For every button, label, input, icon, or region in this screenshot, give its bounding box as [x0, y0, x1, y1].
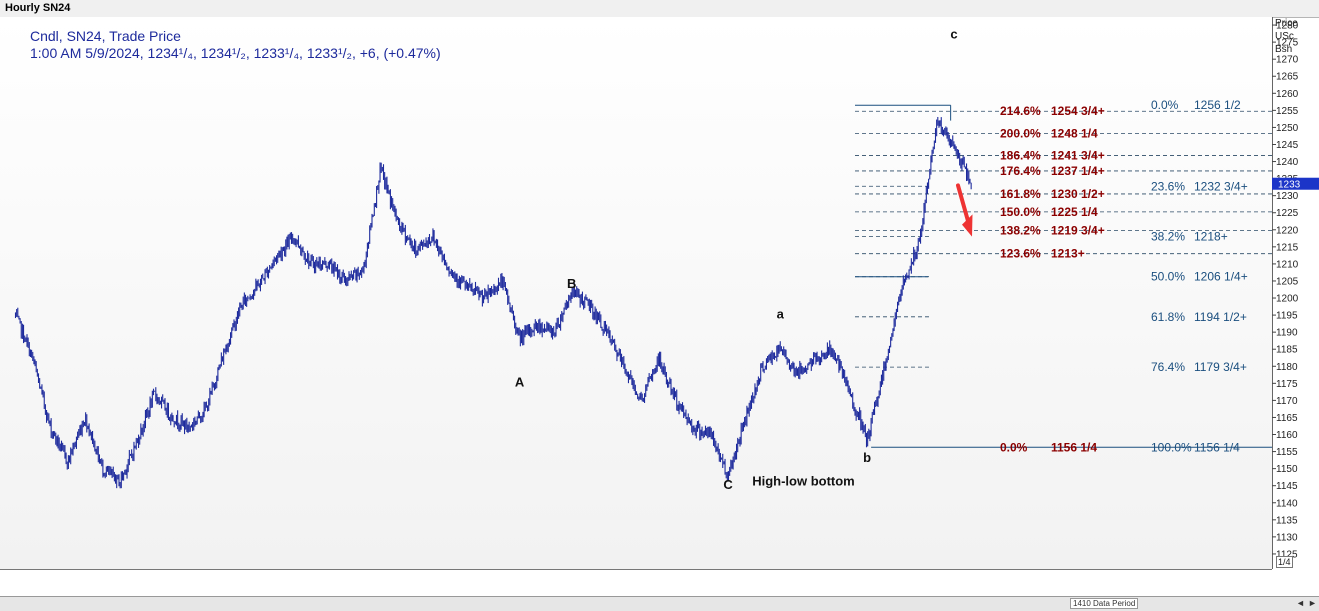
fib-retracement-pct: 0.0% — [1151, 98, 1179, 112]
data-period-box: 1410 Data Period — [1070, 598, 1139, 609]
price-tick-label: 1260 — [1276, 89, 1299, 100]
price-tick-label: 1270 — [1276, 55, 1299, 66]
price-tick-label: 1265 — [1276, 72, 1299, 83]
fib-extension-price: 1219 3/4+ — [1051, 224, 1105, 238]
chart-legend: Cndl, SN24, Trade Price 1:00 AM 5/9/2024… — [30, 28, 441, 62]
price-tick-label: 1150 — [1276, 464, 1298, 475]
fib-retracement-price: 1179 3/4+ — [1194, 360, 1247, 374]
fib-extension-price: 1230 1/2+ — [1051, 187, 1105, 201]
chart-plot-area[interactable] — [0, 17, 1273, 569]
fib-extension-pct: 123.6% — [1000, 247, 1041, 261]
fib-extension-pct: 200.0% — [1000, 126, 1041, 140]
price-tick-label: 1225 — [1276, 208, 1299, 219]
fib-extension-pct: 186.4% — [1000, 149, 1041, 163]
fib-retracement-price: 1232 3/4+ — [1194, 179, 1248, 193]
candles — [14, 116, 972, 489]
price-tick-label: 1175 — [1276, 379, 1298, 390]
price-tick-label: 1255 — [1276, 106, 1299, 117]
fib-retracement-pct: 76.4% — [1151, 360, 1185, 374]
price-tick-label: 1140 — [1276, 498, 1298, 509]
price-tick-label: 1250 — [1276, 123, 1299, 134]
price-tick-label: 1210 — [1276, 259, 1299, 270]
bottom-status-bar — [0, 596, 1319, 611]
price-axis-header: Price USc Bsh — [1275, 17, 1298, 56]
date-axis — [0, 569, 1272, 597]
fib-extension-pct: 161.8% — [1000, 187, 1041, 201]
scroll-left-icon[interactable]: ◄ — [1296, 598, 1305, 608]
price-tick-label: 1125 — [1276, 549, 1298, 560]
window-title: Hourly SN24 — [5, 2, 71, 14]
current-price-tag — [1272, 177, 1319, 190]
price-tick-label: 1145 — [1276, 481, 1298, 492]
price-tick-label: 1230 — [1276, 191, 1299, 202]
fib-extension-price: 1237 1/4+ — [1051, 164, 1105, 178]
wave-label: B — [567, 276, 576, 291]
fib-extension-pct: 214.6% — [1000, 104, 1041, 118]
price-tick-label: 1155 — [1276, 447, 1298, 458]
fib-retracement-price: 1256 1/2 — [1194, 98, 1241, 112]
annotation-high-low-bottom: High-low bottom — [752, 474, 855, 489]
current-price-label: 1233 — [1278, 180, 1301, 191]
price-tick-label: 1165 — [1276, 413, 1298, 424]
price-tick-label: 1205 — [1276, 276, 1299, 287]
fib-extension-price: 1225 1/4 — [1051, 205, 1098, 219]
fib-extension-price: 1254 3/4+ — [1051, 104, 1105, 118]
price-tick-label: 1220 — [1276, 225, 1299, 236]
price-tick-label: 1160 — [1276, 430, 1298, 441]
wave-label: C — [723, 477, 733, 492]
wave-label: c — [950, 27, 957, 42]
legend-series: Cndl, SN24, Trade Price — [30, 28, 181, 44]
fib-extension-pct: 176.4% — [1000, 164, 1041, 178]
fib-retracement-pct: 61.8% — [1151, 310, 1185, 324]
price-axis-header-line: Bsh — [1275, 44, 1293, 55]
fib-retracement-pct: 50.0% — [1151, 270, 1185, 284]
wave-label: b — [863, 450, 871, 465]
wave-label: A — [515, 375, 525, 390]
fib-extension-pct: 150.0% — [1000, 205, 1041, 219]
price-tick-label: 1240 — [1276, 157, 1299, 168]
price-tick-label: 1185 — [1276, 345, 1298, 356]
price-tick-label: 1195 — [1276, 311, 1298, 322]
fib-retracement-pct: 38.2% — [1151, 230, 1185, 244]
fib-extension-price: 1241 3/4+ — [1051, 149, 1105, 163]
price-tick-label: 1245 — [1276, 140, 1299, 151]
price-tick-label: 1180 — [1276, 362, 1298, 373]
price-tick-label: 1170 — [1276, 396, 1298, 407]
price-axis-header-line: Price — [1275, 18, 1298, 29]
fib-retracement-price: 1206 1/4+ — [1194, 270, 1248, 284]
price-tick-label: 1130 — [1276, 532, 1298, 543]
fib-base-pct: 0.0% — [1000, 440, 1028, 454]
fib-extension-price: 1213+ — [1051, 247, 1085, 261]
price-axis-header-line: USc — [1275, 31, 1294, 42]
wave-label: a — [777, 307, 785, 322]
price-range-box[interactable]: 1/4 — [1276, 556, 1293, 568]
fib-extension-pct: 138.2% — [1000, 224, 1041, 238]
fib-retracement-pct: 23.6% — [1151, 179, 1185, 193]
fib-retracement-price: 1218+ — [1194, 230, 1228, 244]
forecast-arrow-head — [962, 214, 973, 237]
fib-extension-price: 1248 1/4 — [1051, 126, 1098, 140]
legend-last-bar: 1:00 AM 5/9/2024, 1234¹/₄, 1234¹/₂, 1233… — [30, 45, 441, 61]
price-tick-label: 1200 — [1276, 294, 1299, 305]
price-tick-label: 1280 — [1276, 21, 1299, 32]
scroll-right-icon[interactable]: ► — [1308, 598, 1317, 608]
fib-base-price: 1156 1/4 — [1051, 440, 1097, 454]
fib-retracement-price: 1194 1/2+ — [1194, 310, 1247, 324]
price-tick-label: 1215 — [1276, 242, 1299, 253]
price-tick-label: 1190 — [1276, 328, 1298, 339]
price-tick-label: 1135 — [1276, 515, 1298, 526]
price-tick-label: 1275 — [1276, 38, 1299, 49]
